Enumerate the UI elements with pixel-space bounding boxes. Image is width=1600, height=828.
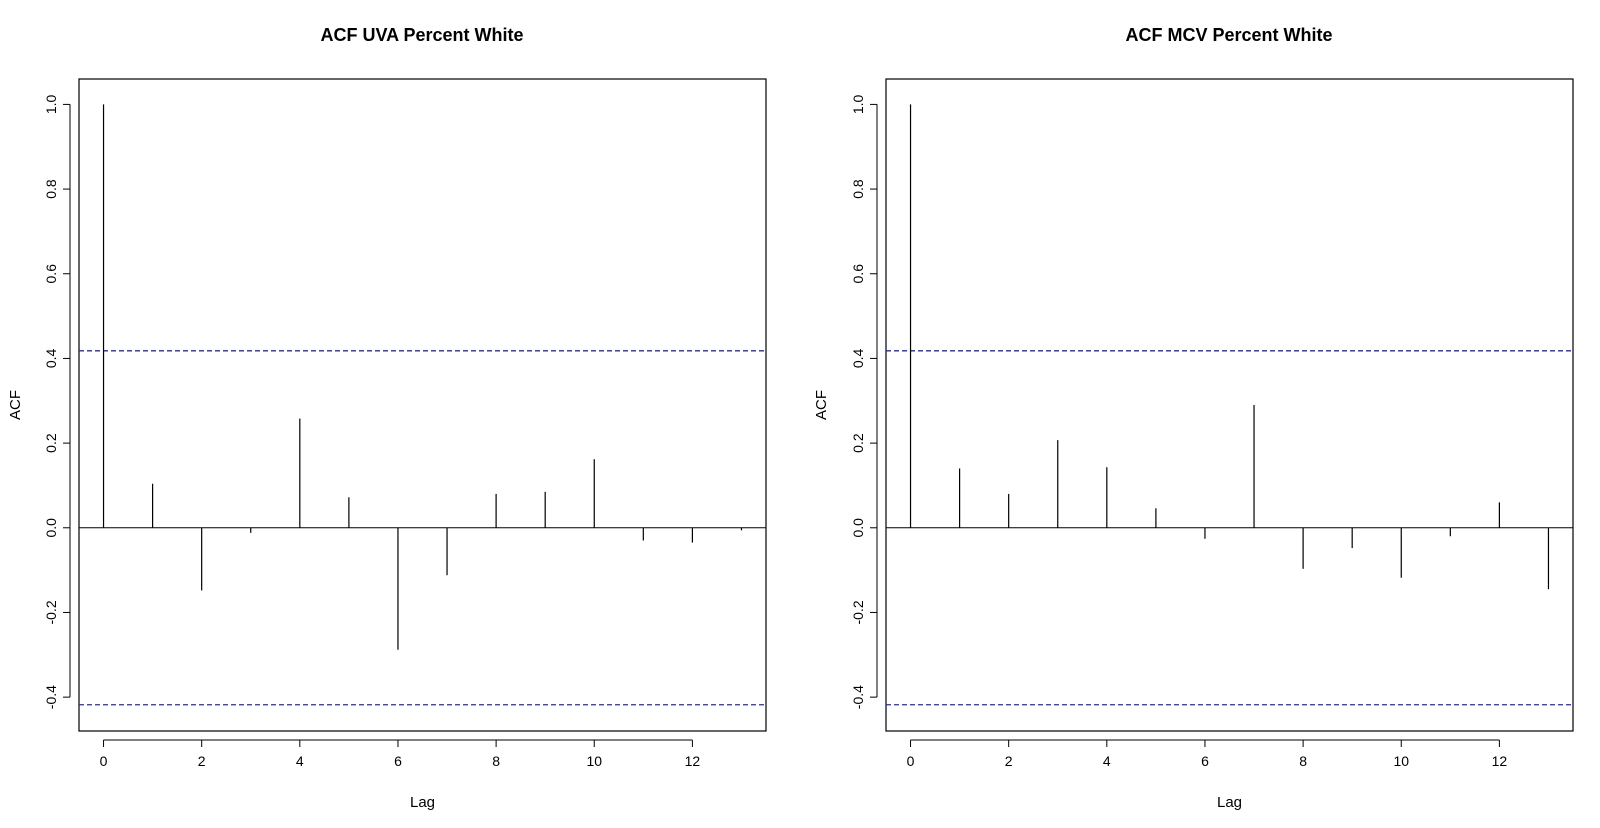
y-tick-label: 0.4 [850,348,866,368]
x-tick-label: 0 [100,753,108,769]
x-tick-label: 6 [394,753,402,769]
x-tick-label: 10 [1393,753,1409,769]
y-tick-label: 1.0 [43,94,59,114]
y-tick-label: 0.8 [850,179,866,199]
y-tick-label: 0.8 [43,179,59,199]
chart-title: ACF MCV Percent White [1125,25,1332,45]
y-tick-label: 0.2 [850,433,866,453]
acf-uva-panel: ACF UVA Percent White 0 2 4 6 8 10 12 -0.4 -0.2 0.… [7,25,767,811]
x-tick-label: 10 [586,753,602,769]
x-tick-label: 2 [198,753,206,769]
x-tick-label: 0 [907,753,915,769]
y-tick-label: -0.4 [43,685,59,709]
y-tick-label: 0.0 [43,518,59,538]
x-tick-label: 6 [1201,753,1209,769]
y-tick-label: 0.0 [850,518,866,538]
y-axis-label: ACF [7,390,24,420]
plot-frame [78,78,767,732]
y-tick-label: -0.2 [850,600,866,624]
y-tick-label: -0.2 [43,600,59,624]
y-tick-label: -0.4 [850,685,866,709]
y-axis-label: ACF [813,390,830,420]
x-tick-label: 8 [1299,753,1307,769]
y-tick-label: 0.4 [43,348,59,368]
x-axis-label: Lag [410,794,435,811]
chart-title: ACF UVA Percent White [320,25,523,45]
y-tick-label: 0.2 [43,433,59,453]
x-tick-label: 8 [492,753,500,769]
x-axis-label: Lag [1217,794,1242,811]
x-tick-label: 2 [1005,753,1013,769]
acf-mcv-panel: ACF MCV Percent White 0 2 4 6 8 10 12 -0.4 -0.2 0.… [813,25,1574,811]
x-tick-label: 12 [1492,753,1508,769]
y-tick-label: 1.0 [850,94,866,114]
y-tick-label: 0.6 [850,264,866,284]
plot-frame [885,78,1574,732]
x-tick-label: 4 [296,753,304,769]
x-tick-label: 4 [1103,753,1111,769]
y-tick-label: 0.6 [43,264,59,284]
x-tick-label: 12 [685,753,701,769]
